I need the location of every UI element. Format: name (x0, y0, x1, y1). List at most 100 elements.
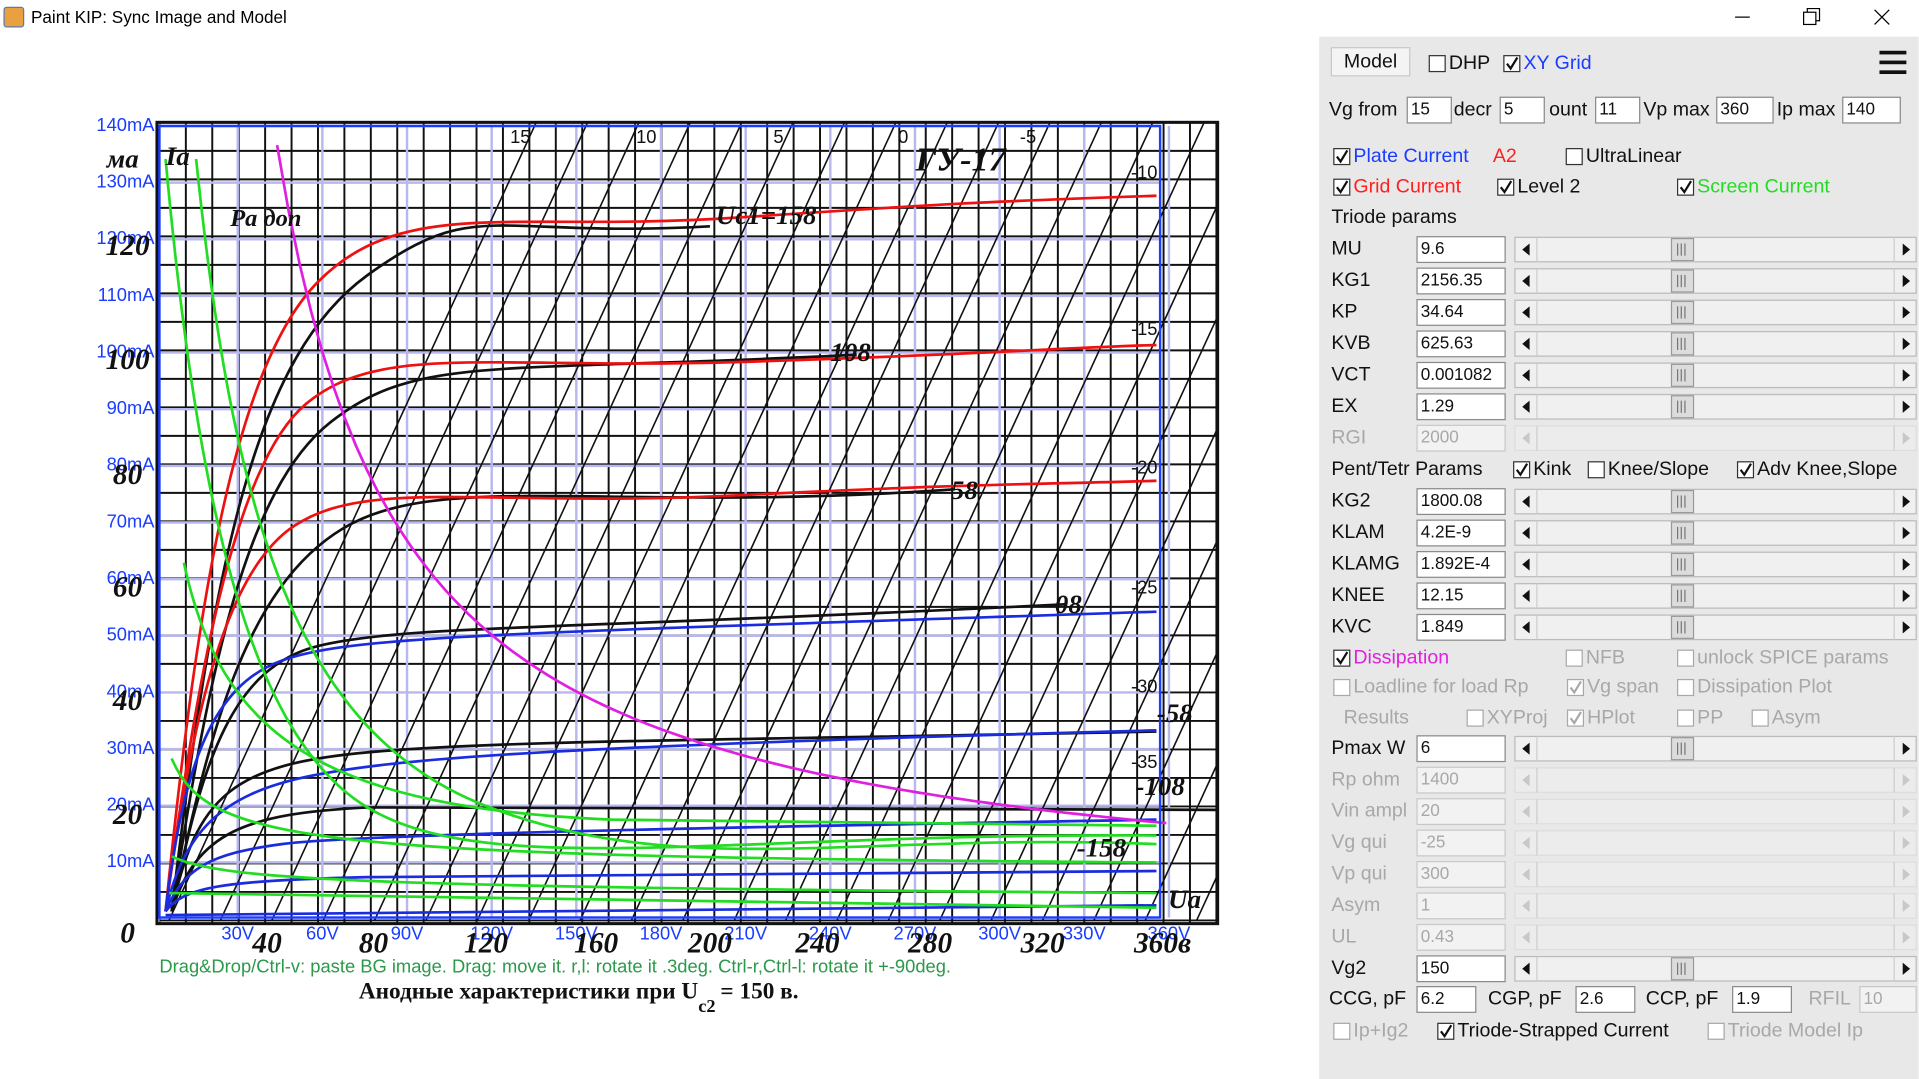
slider[interactable] (1514, 924, 1917, 951)
slider[interactable] (1514, 893, 1917, 919)
slider-left-arrow (1522, 962, 1530, 975)
section-title: Triode params (1331, 206, 1457, 228)
text-field[interactable] (1416, 298, 1506, 326)
checkbox[interactable]: Kink (1513, 458, 1572, 480)
slider[interactable] (1514, 299, 1917, 326)
slider[interactable] (1514, 488, 1917, 515)
slider-left-arrow (1522, 306, 1530, 319)
checkbox[interactable]: Dissipation Plot (1676, 676, 1833, 698)
text-field[interactable] (1416, 424, 1506, 452)
checkbox[interactable]: Adv Knee,Slope (1736, 458, 1898, 480)
text-field[interactable] (1416, 519, 1506, 547)
checkbox[interactable]: Loadline for load Rp (1333, 676, 1529, 698)
checkbox[interactable]: Plate Current (1333, 145, 1469, 167)
text-field[interactable] (1499, 96, 1545, 124)
text-field[interactable] (1416, 393, 1506, 421)
scan-ua: Ua (1168, 884, 1201, 914)
slider[interactable] (1514, 767, 1917, 793)
menu-button[interactable] (1879, 50, 1907, 75)
text-field[interactable] (1416, 361, 1506, 389)
text-field[interactable] (1416, 798, 1506, 826)
text-field[interactable] (1416, 766, 1506, 794)
checkbox-label: XY Grid (1523, 52, 1591, 74)
curve (171, 855, 1157, 895)
text-field[interactable] (1416, 735, 1506, 763)
scan-y-number: 120 (106, 230, 150, 262)
checkbox[interactable]: DHP (1428, 52, 1490, 74)
text-field[interactable] (1416, 923, 1506, 951)
text-field[interactable] (1732, 986, 1792, 1013)
field-value: 300 (1421, 864, 1450, 883)
text-field[interactable] (1416, 892, 1506, 920)
text-field[interactable] (1716, 96, 1774, 124)
grid-voltage-line (476, 122, 846, 921)
slider[interactable] (1514, 551, 1917, 578)
checkbox[interactable]: Knee/Slope (1587, 458, 1709, 480)
slider[interactable] (1514, 735, 1917, 762)
text-field[interactable] (1416, 829, 1506, 857)
scan-x-number: 80 (359, 927, 389, 959)
text-field[interactable] (1859, 986, 1917, 1013)
slider[interactable] (1514, 955, 1917, 982)
grid-voltage-line (1144, 761, 1218, 921)
checkbox[interactable]: PP (1676, 706, 1724, 728)
check-mark (1569, 680, 1582, 695)
field-value: 1400 (1421, 770, 1459, 789)
slider[interactable] (1514, 614, 1917, 641)
checkbox[interactable]: Dissipation (1333, 646, 1449, 668)
restore-button[interactable] (1803, 7, 1821, 26)
checkbox[interactable]: XY Grid (1503, 52, 1592, 74)
checkbox[interactable]: HPlot (1566, 706, 1636, 728)
x-tick-label: 330V (1063, 922, 1107, 943)
checkbox[interactable]: Triode Model Ip (1707, 1019, 1863, 1041)
text-field[interactable] (1416, 582, 1506, 610)
slider[interactable] (1514, 798, 1917, 825)
text-field[interactable] (1416, 550, 1506, 578)
text-field[interactable] (1406, 96, 1452, 124)
text-field[interactable] (1416, 330, 1506, 358)
slider[interactable] (1514, 236, 1917, 263)
controls: Model DHP XY Grid Vg from 15 decr 5 ount 11 Vp ma… (1329, 47, 1917, 1041)
text-field[interactable] (1416, 613, 1506, 641)
checkbox[interactable]: NFB (1565, 646, 1625, 668)
close-button[interactable] (1874, 9, 1890, 25)
slider[interactable] (1514, 362, 1917, 389)
checkbox[interactable]: Asym (1751, 706, 1821, 728)
text-field[interactable] (1595, 96, 1641, 124)
model-button[interactable] (1330, 47, 1411, 77)
text-field[interactable] (1842, 96, 1901, 124)
curve (164, 479, 1157, 912)
grid-voltage-label: 5 (773, 126, 783, 147)
checkbox[interactable]: Grid Current (1333, 175, 1462, 197)
text-field[interactable] (1416, 488, 1506, 516)
text-field[interactable] (1575, 986, 1636, 1013)
checkbox[interactable]: UltraLinear (1565, 145, 1682, 167)
checkbox[interactable]: Triode-Strapped Current (1437, 1019, 1669, 1041)
slider[interactable] (1514, 861, 1917, 888)
y-tick-label: 80mA (107, 454, 156, 475)
y-tick-label: 30mA (107, 737, 156, 758)
checkbox[interactable]: Vg span (1566, 676, 1659, 698)
checkbox[interactable]: Level 2 (1497, 175, 1581, 197)
slider[interactable] (1514, 520, 1917, 546)
text-field[interactable] (1416, 860, 1506, 888)
slider[interactable] (1514, 393, 1917, 420)
scan-curve-label: -158 (1077, 832, 1127, 862)
text-field[interactable] (1416, 955, 1506, 983)
label: KVB (1331, 332, 1370, 354)
slider-left-arrow (1522, 495, 1530, 508)
text-field[interactable] (1416, 236, 1506, 264)
checkbox[interactable]: Screen Current (1676, 175, 1831, 197)
slider[interactable] (1514, 268, 1917, 294)
text-field[interactable] (1416, 986, 1477, 1013)
slider-left-arrow (1522, 621, 1530, 634)
slider[interactable] (1514, 830, 1917, 856)
checkbox[interactable]: Ip+Ig2 (1333, 1019, 1409, 1041)
checkbox[interactable]: unlock SPICE params (1676, 646, 1889, 668)
slider[interactable] (1514, 583, 1917, 609)
checkbox[interactable]: XYProj (1466, 706, 1548, 728)
slider[interactable] (1514, 331, 1917, 357)
text-field[interactable] (1416, 267, 1506, 295)
slider[interactable] (1514, 425, 1917, 452)
